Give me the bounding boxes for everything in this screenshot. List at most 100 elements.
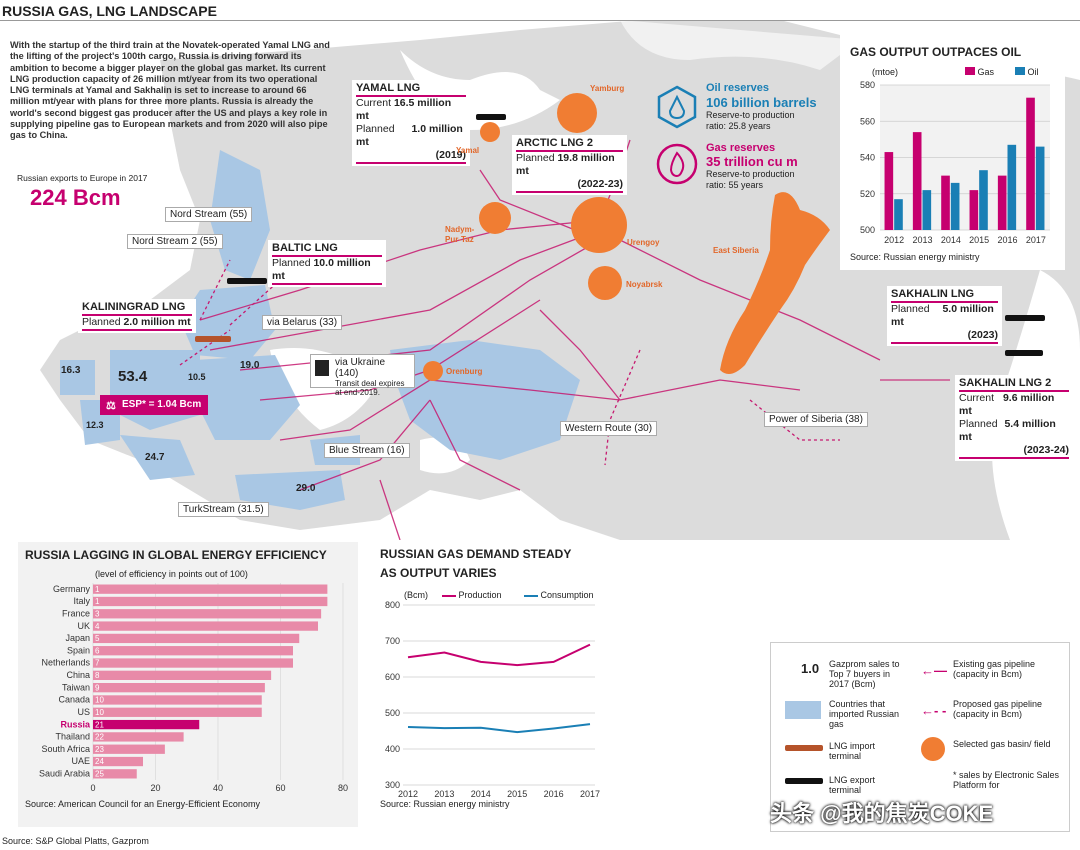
output-bar-oil	[922, 190, 932, 230]
efficiency-country-label: Netherlands	[41, 658, 90, 668]
efficiency-rank-label: 8	[95, 671, 100, 680]
value-10-5: 10.5	[188, 372, 206, 382]
via-ukraine-box: via Ukraine (140) Transit deal expires a…	[310, 354, 415, 397]
gas-reserves-ratio: Reserve-to production ratio: 55 years	[706, 169, 795, 190]
sakhalin-r1-value: 5.0 million mt	[891, 303, 994, 328]
sakhalin2-r2-label: Planned	[959, 418, 998, 430]
efficiency-country-label: South Africa	[41, 744, 90, 754]
efficiency-bar	[93, 670, 272, 680]
demand-line-production	[407, 643, 591, 667]
legend-existing-pipeline-arrow: ←—	[921, 663, 947, 678]
efficiency-country-label: Saudi Arabia	[39, 769, 90, 779]
demand-chart-title: RUSSIAN GAS DEMAND STEADY AS OUTPUT VARI…	[380, 547, 572, 580]
yamal-r1-label: Current	[356, 97, 392, 109]
legend-import-terminal-text: LNG import terminal	[829, 741, 876, 761]
efficiency-rank-label: 21	[95, 720, 104, 729]
legend-basin-text: Selected gas basin/ field	[953, 739, 1051, 749]
output-y-tick: 500	[860, 225, 875, 235]
efficiency-country-label: Russia	[60, 719, 91, 729]
efficiency-country-label: US	[77, 707, 90, 717]
baltic-lng-title: BALTIC LNG	[272, 242, 338, 254]
sakhalin2-r2-year: (2023-24)	[1023, 444, 1069, 456]
output-x-tick: 2017	[1026, 235, 1046, 245]
sakhalin-r1-year: (2023)	[967, 329, 998, 341]
efficiency-bar	[93, 584, 328, 594]
output-bar-oil	[894, 199, 903, 230]
efficiency-country-label: Canada	[58, 695, 90, 705]
demand-y-tick: 700	[385, 636, 400, 646]
field-nadym: Nadym-Pur-Taz	[445, 225, 475, 244]
demand-y-tick: 600	[385, 672, 400, 682]
sakhalin2-r1-value: 9.6 million mt	[959, 392, 1055, 417]
efficiency-bar	[93, 646, 293, 656]
output-chart-title: GAS OUTPUT OUTPACES OIL	[850, 45, 1022, 59]
gas-flame-icon	[656, 143, 698, 185]
output-x-tick: 2014	[941, 235, 961, 245]
kaliningrad-r1-label: Planned	[82, 316, 121, 328]
arctic-r1-value: 19.8 million mt	[516, 152, 615, 177]
output-y-tick: 520	[860, 189, 875, 199]
watermark: 头条 @我的焦炭COKE	[770, 801, 994, 826]
value-24-7: 24.7	[145, 452, 165, 463]
sakhalin2-r2-value: 5.4 million mt	[959, 418, 1056, 443]
output-bar-gas	[1026, 97, 1035, 230]
nord-stream-2-label: Nord Stream 2 (55)	[127, 234, 223, 249]
power-of-siberia-label: Power of Siberia (38)	[764, 412, 868, 427]
oil-reserves-label: Oil reserves	[706, 82, 769, 94]
arctic-lng-box: ARCTIC LNG 2 Planned 19.8 million mt (20…	[512, 135, 627, 195]
blue-stream-label: Blue Stream (16)	[324, 443, 410, 458]
efficiency-rank-label: 24	[95, 757, 104, 766]
value-16-3: 16.3	[61, 365, 81, 376]
title-rule	[0, 20, 1080, 21]
yamal-r1-value: 16.5 million mt	[356, 97, 452, 122]
efficiency-bar	[93, 621, 318, 631]
efficiency-country-label: UK	[77, 621, 90, 631]
field-noyabrsk: Noyabrsk	[626, 280, 663, 289]
turkstream-label: TurkStream (31.5)	[178, 502, 269, 517]
value-53-4: 53.4	[118, 368, 148, 385]
value-19-0: 19.0	[240, 360, 260, 371]
output-y-tick: 580	[860, 80, 875, 90]
yamal-r2-value: 1.0 million mt	[356, 123, 463, 148]
legend-proposed-pipeline-text: Proposed gas pipeline (capacity in Bcm)	[953, 699, 1043, 719]
legend-sales-text: Gazprom sales to Top 7 buyers in 2017 (B…	[829, 659, 900, 689]
field-urengoy: Urengoy	[627, 238, 660, 247]
demand-y-tick: 400	[385, 744, 400, 754]
sakhalin2-r1-label: Current	[959, 392, 995, 404]
output-x-tick: 2015	[969, 235, 989, 245]
value-12-3: 12.3	[86, 420, 104, 430]
efficiency-country-label: China	[66, 670, 90, 680]
western-route-label: Western Route (30)	[560, 421, 658, 436]
output-bar-oil	[1035, 146, 1045, 230]
efficiency-rank-label: 10	[95, 696, 104, 705]
efficiency-bar	[93, 732, 184, 742]
sakhalin-lng-box: SAKHALIN LNG Planned 5.0 million mt (202…	[887, 286, 1002, 346]
efficiency-country-label: Spain	[67, 645, 90, 655]
output-bar-oil	[1007, 144, 1017, 230]
gas-reserves-value: 35 trillion cu m	[706, 154, 798, 169]
arctic-r1-label: Planned	[516, 152, 555, 164]
efficiency-rank-label: 22	[95, 733, 104, 742]
field-east-siberia: East Siberia	[713, 246, 759, 255]
efficiency-x-tick: 40	[213, 783, 223, 793]
efficiency-bar	[93, 596, 328, 607]
legend-oil-label: Oil	[1027, 67, 1039, 77]
output-bar-oil	[950, 182, 960, 230]
efficiency-rank-label: 3	[95, 609, 100, 618]
demand-x-tick: 2017	[580, 789, 600, 799]
output-x-tick: 2012	[884, 235, 904, 245]
gas-reserves-label: Gas reserves	[706, 142, 776, 154]
output-bar-gas	[912, 132, 922, 230]
via-ukraine-note: Transit deal expires at end-2019.	[335, 379, 405, 397]
efficiency-bar	[93, 719, 200, 730]
efficiency-country-label: France	[62, 608, 90, 618]
efficiency-rank-label: 1	[95, 585, 100, 594]
ukraine-doc-icon	[315, 360, 329, 376]
efficiency-bar	[93, 683, 265, 693]
sakhalin-lng-title: SAKHALIN LNG	[891, 288, 975, 300]
kaliningrad-r1-value: 2.0 million mt	[123, 316, 191, 328]
legend-import-terminal-icon	[785, 745, 823, 751]
efficiency-x-tick: 80	[338, 783, 348, 793]
legend-footnote: * sales by Electronic Sales Platform for	[953, 770, 1060, 790]
